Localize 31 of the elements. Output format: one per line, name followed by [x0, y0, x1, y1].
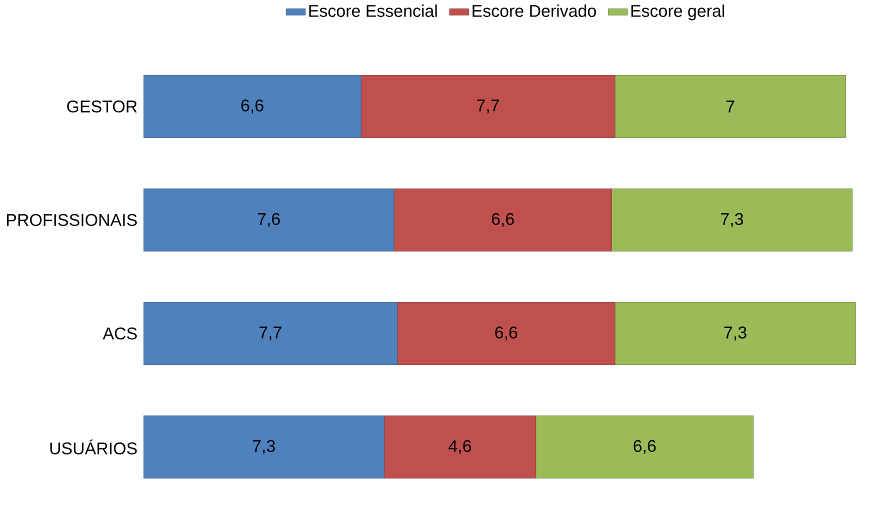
data-label: 7,7: [260, 326, 282, 340]
data-label: 7,3: [252, 440, 275, 454]
bar: [614, 302, 856, 365]
data-label: 6,6: [634, 440, 656, 454]
data-label: 6,6: [492, 212, 514, 227]
bar: [394, 188, 612, 252]
data-label: 7,3: [721, 212, 744, 227]
bar: [397, 302, 616, 365]
y-tick-label: USUÁRIOS: [50, 440, 137, 454]
bar: [143, 302, 398, 365]
data-label: 7,7: [477, 100, 499, 114]
y-tick-label: PROFISSIONAIS: [7, 214, 137, 226]
legend-label: Escore geral: [631, 4, 724, 20]
y-tick-label: GESTOR: [67, 100, 137, 112]
y-tick-label: ACS: [102, 327, 137, 340]
bar: [360, 75, 616, 138]
bar: [143, 75, 362, 138]
bar: [143, 416, 384, 478]
data-label: 7: [726, 100, 734, 112]
bar: [536, 416, 754, 478]
bar: [614, 75, 846, 138]
data-label: 7,3: [724, 326, 746, 340]
data-label: 6,6: [495, 326, 518, 340]
legend-label: Escore Essencial: [309, 4, 437, 17]
bar: [611, 188, 853, 252]
data-label: 7,6: [258, 212, 280, 227]
legend-label: Escore Derivado: [472, 4, 596, 17]
bar: [384, 416, 536, 478]
data-label: 4,6: [448, 440, 472, 454]
bar: [143, 188, 394, 252]
data-label: 6,6: [241, 99, 264, 114]
